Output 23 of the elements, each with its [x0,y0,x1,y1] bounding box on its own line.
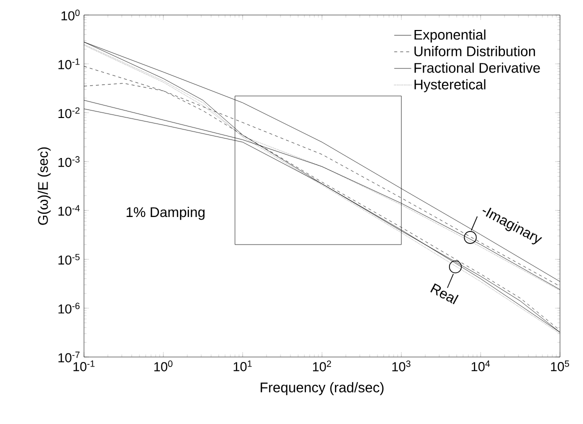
x-axis-title: Frequency (rad/sec) [260,382,384,396]
y-axis-title: G(ω)/E (sec) [38,147,51,225]
legend-label: Uniform Distribution [414,46,535,56]
x-tick-label: 10$^{1}$ [234,360,252,372]
legend-label: Exponential [414,29,486,42]
legend-label: Fractional Derivative [414,62,540,73]
y-tick-label: 10$^{0}$ [62,10,80,20]
x-tick-label: 10$^{0}$ [154,360,172,372]
x-tick-label: 10$^{5}$ [551,360,570,372]
x-tick-label: 10$^{-1}$ [74,360,95,372]
y-tick-label: 10$^{-1}$ [58,58,80,70]
x-tick-label: 10$^{3}$ [392,360,410,372]
annotation: 1% Damping [126,206,205,220]
x-tick-label: 10$^{2}$ [313,360,332,372]
y-tick-label: 10$^{-7}$ [58,352,80,362]
y-tick-label: 10$^{-3}$ [58,156,80,167]
y-tick-label: 10$^{-6}$ [58,302,80,314]
y-tick-label: 10$^{-4}$ [58,205,80,216]
legend-label: Hysteretical [414,79,486,92]
y-tick-label: 10$^{-5}$ [58,254,80,265]
annotation: Real [430,283,459,304]
y-tick-label: 10$^{-2}$ [58,107,80,118]
x-tick-label: 10$^{4}$ [472,360,490,372]
